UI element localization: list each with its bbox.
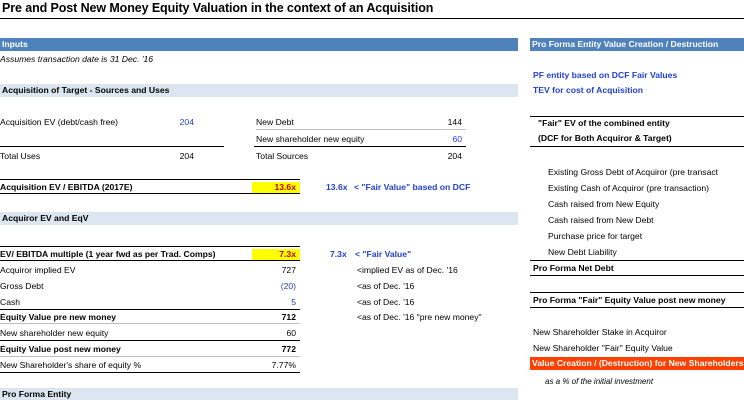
acq-multiple-value: 13.6x (252, 182, 300, 193)
cash-value[interactable]: 5 (291, 297, 296, 307)
gross-debt-label: Gross Debt (0, 281, 44, 291)
divider (530, 292, 744, 293)
divider (530, 260, 744, 261)
stake-label: New Shareholder Stake in Acquiror (533, 327, 667, 337)
divider (0, 193, 300, 194)
pf-item-new-debt: New Debt Liability (548, 247, 617, 257)
divider (0, 340, 300, 341)
total-uses-label: Total Uses (0, 151, 41, 161)
ev-ebitda-label: EV/ EBITDA multiple (1 year fwd as per T… (0, 249, 216, 259)
total-sources-value: 204 (447, 151, 462, 161)
value-creation-header: Pro Forma Entity Value Creation / Destru… (530, 38, 744, 51)
acquiror-header: Acquiror EV and EqV (0, 212, 518, 225)
divider (530, 116, 744, 117)
acquiror-ev-note: <implied EV as of Dec. '16 (357, 265, 458, 275)
page-title: Pre and Post New Money Equity Valuation … (2, 1, 434, 15)
divider (0, 179, 300, 180)
pf-item-cash: Existing Cash of Acquiror (pre transacti… (548, 183, 709, 193)
divider (530, 275, 744, 276)
fair-equity-value-label: New Shareholder "Fair" Equity Value (533, 343, 673, 353)
divider (0, 246, 300, 247)
acq-multiple-label: Acquisition EV / EBITDA (2017E) (0, 182, 133, 192)
ev-ebitda-value[interactable]: 7.3x (252, 249, 300, 260)
new-equity-label: New shareholder new equity (256, 134, 365, 144)
eqv-pre-value: 712 (281, 312, 296, 322)
divider (256, 129, 466, 130)
new-debt-label: New Debt (256, 117, 294, 127)
transaction-date-note: Assumes transaction date is 31 Dec. '16 (0, 54, 154, 64)
dcf-label: (DCF for Both Acquiror & Target) (538, 133, 672, 143)
new-sh-equity-value: 60 (286, 328, 296, 338)
pf-net-debt-label: Pro Forma Net Debt (533, 263, 614, 273)
tev-link: TEV for cost of Acquisition (533, 85, 643, 95)
new-equity-value[interactable]: 60 (452, 134, 462, 144)
pf-item-cash-debt: Cash raised from New Debt (548, 215, 654, 225)
eqv-post-value: 772 (281, 344, 296, 354)
total-sources-line (254, 146, 466, 147)
acq-ev-label: Acquisition EV (debt/cash free) (0, 117, 118, 127)
pct-initial-investment-note: as a % of the initial investment (545, 377, 654, 386)
title-underline (0, 18, 744, 19)
divider (0, 356, 300, 357)
eqv-post-label: Equity Value post new money (0, 344, 121, 354)
value-creation-result: Value Creation / (Destruction) for New S… (530, 357, 744, 370)
pro-forma-entity-header: Pro Forma Entity (0, 388, 518, 400)
pf-item-cash-equity: Cash raised from New Equity (548, 199, 660, 209)
cash-label: Cash (0, 297, 21, 307)
pf-item-purchase-price: Purchase price for target (548, 231, 643, 241)
gross-debt-value[interactable]: (20) (280, 281, 296, 291)
share-of-equity-value: 7.77% (271, 360, 296, 370)
acq-ev-value[interactable]: 204 (179, 117, 194, 127)
divider (530, 307, 744, 308)
divider (530, 146, 744, 147)
ev-ebitda-fair-note: < "Fair Value" (355, 249, 412, 259)
new-sh-equity-label: New shareholder new equity (0, 328, 109, 338)
divider (0, 309, 300, 310)
eqv-pre-note: <as of Dec. '16 "pre new money" (357, 312, 482, 322)
acq-fair-value-note: < "Fair Value" based on DCF (354, 182, 471, 192)
sources-uses-header: Acquisition of Target - Sources and Uses (0, 84, 518, 97)
acquiror-ev-label: Acquiror implied EV (0, 265, 76, 275)
total-uses-value: 204 (179, 151, 194, 161)
eqv-pre-label: Equity Value pre new money (0, 312, 117, 322)
pf-fair-equity-label: Pro Forma "Fair" Equity Value post new m… (533, 295, 726, 305)
divider (0, 372, 300, 373)
acquiror-ev-value: 727 (281, 265, 296, 275)
inputs-header: Inputs (0, 38, 518, 51)
total-sources-label: Total Sources (256, 151, 309, 161)
fair-ev-label: "Fair" EV of the combined entity (538, 118, 670, 128)
divider (0, 260, 300, 261)
ev-ebitda-fair-num: 7.3x (330, 249, 347, 259)
gross-debt-note: <as of Dec. '16 (357, 281, 415, 291)
divider (0, 323, 300, 324)
share-of-equity-label: New Shareholder's share of equity % (0, 360, 142, 370)
new-debt-value: 144 (447, 117, 462, 127)
total-uses-line (0, 146, 224, 147)
pf-item-gross-debt: Existing Gross Debt of Acquiror (pre tra… (548, 167, 719, 177)
cash-note: <as of Dec. '16 (357, 297, 415, 307)
acq-fair-value-num: 13.6x (326, 182, 348, 192)
pf-dcf-link: PF entity based on DCF Fair Values (533, 70, 678, 80)
